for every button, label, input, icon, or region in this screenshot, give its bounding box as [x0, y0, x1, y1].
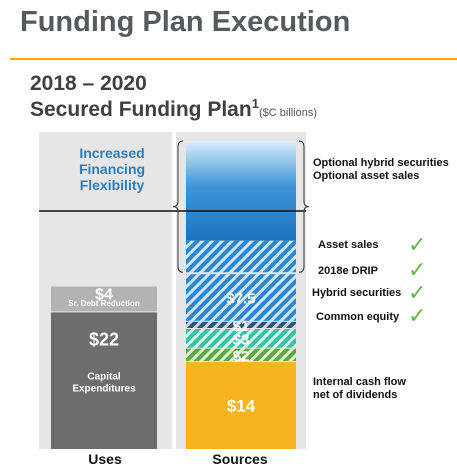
- bar-asset-sales: [186, 274, 296, 321]
- bar-value-label: $7.5: [226, 291, 255, 308]
- bar-category-label: Sr. Debt Reduction: [68, 299, 140, 308]
- bar-value-label: $22: [89, 330, 119, 350]
- chart-title: Secured Funding Plan1($C billions): [30, 96, 317, 122]
- flexibility-line-3: Flexibility: [79, 177, 145, 193]
- bar-value-label: $2: [233, 348, 250, 365]
- bar-category-label: Expenditures: [72, 383, 136, 394]
- optional-asset-sales-label: Optional asset sales: [313, 170, 420, 182]
- bar-value-label: $4: [95, 286, 113, 303]
- footnote-marker: 1: [251, 96, 259, 111]
- flexibility-line-1: Increased: [79, 145, 145, 161]
- annotation-asset-sales: Asset sales: [318, 239, 379, 251]
- bar-internal-cash-flow-net-of-dividends: [186, 362, 296, 449]
- annotation-common-equity: Common equity: [316, 311, 400, 323]
- cashflow-label-line-2: net of dividends: [313, 389, 398, 401]
- bar-value-label: $14: [227, 397, 256, 416]
- optional-hybrid-label: Optional hybrid securities: [313, 157, 449, 169]
- bar-capital-expenditures: [51, 312, 157, 449]
- x-axis-label-sources: Sources: [212, 451, 267, 467]
- optional-label: Optional hybrid securities Optional asse…: [313, 157, 449, 183]
- check-icon: ✓: [408, 257, 427, 282]
- bar-hybrid-securities: [186, 329, 296, 348]
- cashflow-label: Internal cash flow net of dividends: [313, 376, 406, 402]
- bar-2018e-drip: [186, 321, 296, 329]
- check-icon: ✓: [408, 303, 427, 328]
- flexibility-line-2: Financing: [78, 161, 146, 177]
- chart-units: ($C billions): [258, 107, 318, 119]
- right-brace: [298, 140, 310, 273]
- chart-title-years: 2018 – 2020: [30, 72, 147, 95]
- cashflow-label-line-1: Internal cash flow: [313, 376, 406, 388]
- bar-sr-debt-reduction: [51, 286, 157, 312]
- check-icon: ✓: [408, 280, 427, 305]
- bar-common-equity: [186, 348, 296, 362]
- page-title: Funding Plan Execution: [20, 6, 351, 38]
- annotation-hybrid-securities: Hybrid securities: [312, 287, 402, 299]
- x-axis-label-uses: Uses: [88, 451, 122, 467]
- title-divider: [10, 58, 457, 60]
- check-icon: ✓: [408, 232, 427, 257]
- bar-value-label: $3: [233, 331, 250, 348]
- bar-category-label: Capital: [87, 371, 121, 382]
- flexibility-text: Increased Financing Flexibility: [62, 145, 162, 193]
- bar-optional-funding-hatched: [186, 240, 296, 273]
- bar-value-label: $1: [233, 318, 250, 335]
- chart-title-text: Secured Funding Plan: [30, 98, 252, 121]
- left-brace: [172, 140, 184, 273]
- annotation-drip: 2018e DRIP: [318, 265, 378, 277]
- bar-optional-funding: [186, 141, 296, 241]
